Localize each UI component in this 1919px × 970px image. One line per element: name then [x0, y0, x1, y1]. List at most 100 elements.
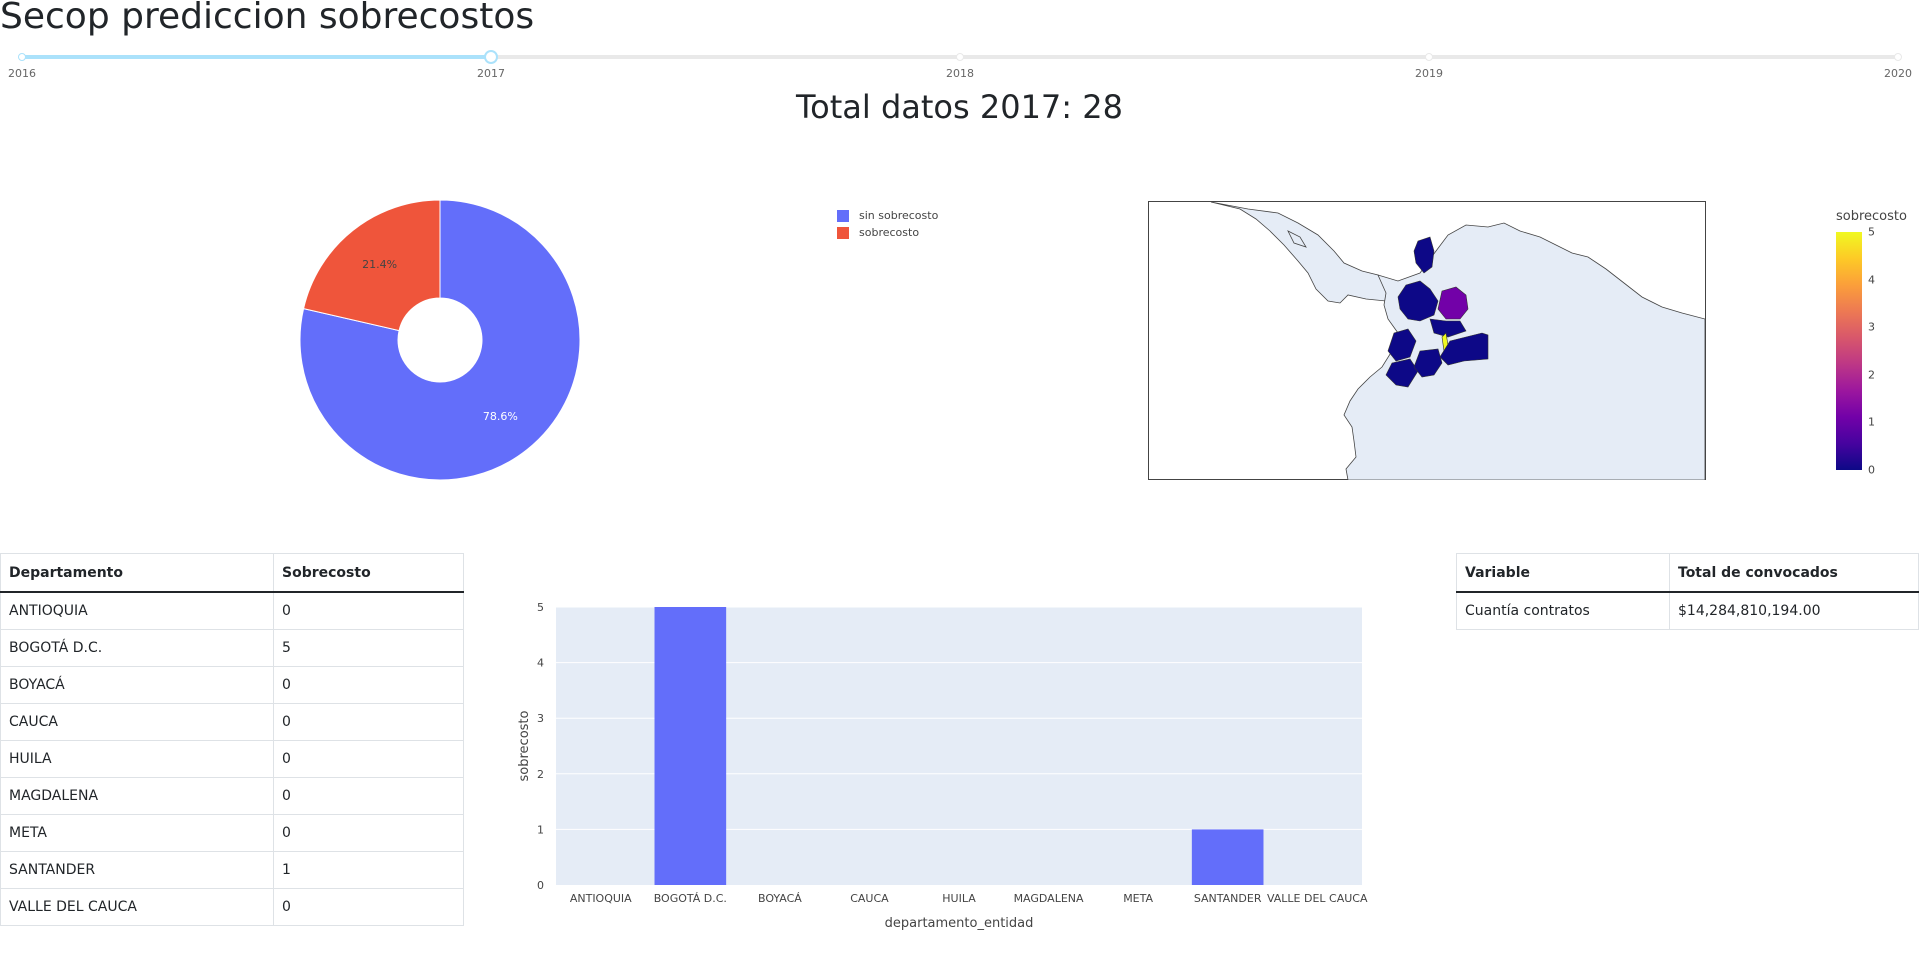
y-tick-label: 4 — [537, 657, 544, 670]
legend-label: sobrecosto — [859, 226, 920, 239]
table-cell: 1 — [273, 851, 464, 889]
pie-slice-sin-sobrecosto[interactable] — [299, 199, 581, 481]
table-row: HUILA 0 — [0, 740, 464, 778]
table-cell: BOGOTÁ D.C. — [0, 629, 274, 667]
departamento-table: Departamento Sobrecosto ANTIOQUIA 0 BOGOT… — [0, 553, 464, 926]
colorbar-tick-label: 5 — [1868, 225, 1875, 239]
year-slider[interactable]: 2016 2017 2018 2019 2020 — [8, 50, 1912, 84]
colorbar-tick-label: 0 — [1868, 463, 1875, 477]
legend-item-sobrecosto[interactable]: sobrecosto — [837, 224, 938, 241]
column-header: Total de convocados — [1669, 553, 1919, 593]
legend-label: sin sobrecosto — [859, 209, 939, 222]
region-santander[interactable] — [1437, 286, 1469, 320]
total-heading: Total datos 2017: 28 — [796, 88, 1123, 126]
land-south-america — [1343, 222, 1706, 480]
table-cell: META — [0, 814, 274, 852]
region-boyaca[interactable] — [1429, 318, 1467, 338]
legend-swatch-icon — [837, 209, 849, 222]
table-cell: 0 — [273, 740, 464, 778]
table-cell: 0 — [273, 591, 464, 630]
column-header: Variable — [1456, 553, 1670, 593]
table-cell: 0 — [273, 777, 464, 815]
slider-mark-2017[interactable]: 2017 — [477, 67, 505, 80]
table-cell: HUILA — [0, 740, 274, 778]
table-cell: CAUCA — [0, 703, 274, 741]
table-cell: 0 — [273, 888, 464, 926]
table-cell: MAGDALENA — [0, 777, 274, 815]
region-huila[interactable] — [1413, 348, 1443, 378]
pie-slice-label: 21.4% — [362, 258, 397, 271]
table-cell: Cuantía contratos — [1456, 591, 1670, 630]
colorbar-title: sobrecosto — [1836, 209, 1907, 224]
bar-chart: 0 1 2 3 4 5 ANTIOQUIA BOGOTÁ D.C. BOYACÁ CAUCA HUI… — [517, 601, 1368, 931]
table-header-row: Departamento Sobrecosto — [0, 553, 464, 593]
y-tick-label: 5 — [537, 601, 544, 614]
bar-santander[interactable] — [1191, 829, 1264, 885]
region-magdalena[interactable] — [1413, 236, 1435, 274]
table-row: MAGDALENA 0 — [0, 777, 464, 815]
y-axis-label: sobrecosto — [517, 710, 532, 781]
page-title: Secop prediccion sobrecostos — [0, 0, 535, 37]
table-cell: ANTIOQUIA — [0, 591, 274, 630]
land-central-america — [1210, 201, 1389, 304]
choropleth-map[interactable] — [1148, 201, 1706, 480]
slider-mark-2019[interactable]: 2019 — [1415, 67, 1443, 80]
column-header: Sobrecosto — [273, 553, 464, 593]
x-tick-label: HUILA — [942, 892, 976, 905]
slider-dot[interactable] — [956, 53, 964, 61]
slider-dot[interactable] — [1425, 53, 1433, 61]
colorbar-tick-label: 4 — [1868, 273, 1875, 287]
table-row: CAUCA 0 — [0, 703, 464, 741]
table-row: BOYACÁ 0 — [0, 666, 464, 704]
slider-dot[interactable] — [18, 53, 26, 61]
table-cell: $14,284,810,194.00 — [1669, 591, 1919, 630]
slider-mark-2020[interactable]: 2020 — [1884, 67, 1912, 80]
slider-handle[interactable] — [484, 50, 498, 64]
table-cell: BOYACÁ — [0, 666, 274, 704]
table-cell: 0 — [273, 666, 464, 704]
slider-mark-2018[interactable]: 2018 — [946, 67, 974, 80]
pie-legend: sin sobrecosto sobrecosto — [837, 207, 938, 241]
x-tick-label: BOYACÁ — [758, 892, 802, 905]
colorbar-tick-label: 1 — [1868, 415, 1875, 429]
pie-chart: 78.6% 21.4% — [299, 199, 581, 481]
y-tick-label: 3 — [537, 712, 544, 725]
legend-item-sin-sobrecosto[interactable]: sin sobrecosto — [837, 207, 938, 224]
bar-bogot-d-c-[interactable] — [654, 607, 727, 885]
y-tick-label: 2 — [537, 768, 544, 781]
table-header-row: Variable Total de convocados — [1456, 553, 1919, 593]
x-tick-label: ANTIOQUIA — [570, 892, 632, 905]
region-antioquia[interactable] — [1397, 280, 1439, 322]
land-caribbean-island — [1287, 230, 1307, 248]
table-row: Cuantía contratos $14,284,810,194.00 — [1456, 591, 1919, 630]
y-tick-label: 1 — [537, 823, 544, 836]
table-cell: VALLE DEL CAUCA — [0, 888, 274, 926]
table-cell: SANTANDER — [0, 851, 274, 889]
x-tick-label: VALLE DEL CAUCA — [1267, 892, 1368, 905]
column-header: Departamento — [0, 553, 274, 593]
table-row: SANTANDER 1 — [0, 851, 464, 889]
region-cauca[interactable] — [1385, 358, 1419, 388]
legend-swatch-icon — [837, 226, 849, 239]
table-cell: 5 — [273, 629, 464, 667]
table-row: BOGOTÁ D.C. 5 — [0, 629, 464, 667]
x-tick-label: META — [1123, 892, 1153, 905]
slider-dot[interactable] — [1894, 53, 1902, 61]
pie-slice-label: 78.6% — [483, 410, 518, 423]
variables-table: Variable Total de convocados Cuantía con… — [1456, 553, 1919, 630]
x-tick-label: SANTANDER — [1194, 892, 1262, 905]
table-row: ANTIOQUIA 0 — [0, 591, 464, 630]
colorbar — [1836, 232, 1862, 470]
table-cell: 0 — [273, 703, 464, 741]
colorbar-tick-label: 3 — [1868, 320, 1875, 334]
colorbar-tick-label: 2 — [1868, 368, 1875, 382]
x-tick-label: CAUCA — [850, 892, 889, 905]
region-valle-del-cauca[interactable] — [1387, 328, 1417, 362]
slider-track — [22, 55, 491, 59]
pie-slice-sobrecosto[interactable] — [302, 199, 441, 332]
region-meta[interactable] — [1439, 332, 1489, 366]
slider-mark-2016[interactable]: 2016 — [8, 67, 36, 80]
table-row: VALLE DEL CAUCA 0 — [0, 888, 464, 926]
table-cell: 0 — [273, 814, 464, 852]
x-tick-label: BOGOTÁ D.C. — [654, 892, 727, 905]
